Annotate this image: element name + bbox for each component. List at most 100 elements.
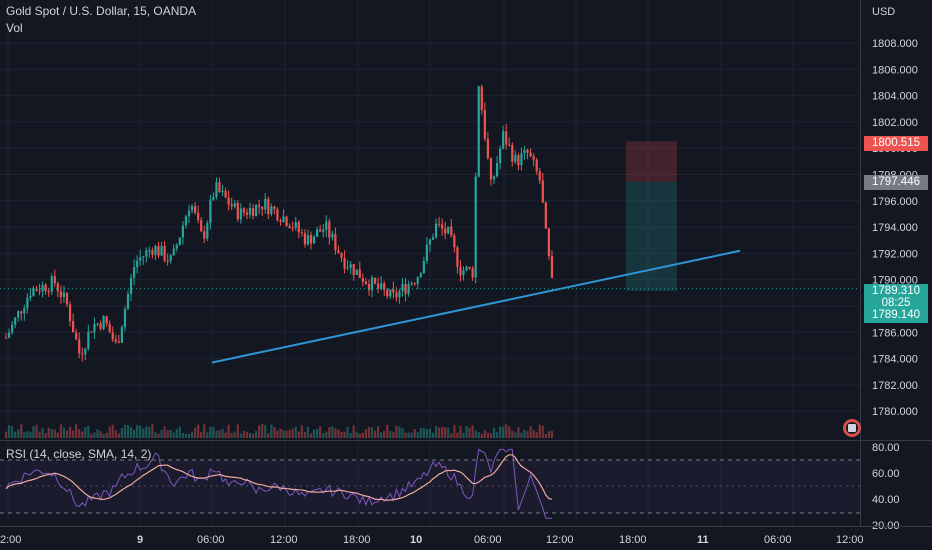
candle [239,208,242,220]
position-tool[interactable] [626,141,677,292]
rsi-label[interactable]: RSI (14, close, SMA, 14, 2) [6,447,152,461]
price-tick: 1786.000 [872,327,918,339]
candle [312,236,316,244]
volume-bar [550,430,554,438]
candle [151,250,154,255]
candle [392,289,395,293]
candle [221,190,224,192]
volume-bar [108,426,111,438]
candle [181,225,184,238]
volume-bar [273,426,276,438]
rsi-sma-line [5,454,553,501]
volume-bar [319,426,322,438]
volume-bar [438,427,441,438]
volume-bar [56,432,59,438]
volume-bar [526,431,529,438]
volume-bar [221,428,224,438]
candle [474,176,477,278]
volume-bar [50,429,53,438]
volume-bar [239,433,242,438]
candle [190,206,194,211]
candle [441,224,444,229]
currency-label: USD [872,6,895,18]
candle [325,221,328,230]
volume-bar [331,426,334,438]
candle [11,324,14,333]
time-tick: 10 [410,534,422,546]
price-tick: 1790.000 [872,275,918,287]
volume-bar [386,424,389,438]
candle [172,248,175,256]
candle [72,320,75,333]
candle [248,208,252,215]
candle [264,198,267,210]
candle [303,233,306,245]
volume-bar [47,427,50,438]
candle [276,209,279,221]
take-profit-zone[interactable] [626,181,677,292]
time-tick: 9 [137,534,143,546]
entry-price-badge: 1797.446 [864,175,928,190]
volume-bar [529,426,532,438]
candle [230,204,233,207]
candle [444,228,447,234]
candle [62,292,66,298]
volume-bar [26,431,29,438]
candle [23,308,26,314]
volume-bar [203,424,206,438]
trendline[interactable] [211,249,741,364]
time-axis[interactable]: 2:00 9 06:00 12:00 18:00 10 06:00 12:00 18:00 11 0… [0,534,864,546]
volume-bar [404,432,407,438]
volume-bar [364,429,367,438]
candle [377,283,380,289]
gear-icon[interactable] [843,419,861,437]
stop-loss-zone[interactable] [626,141,677,182]
volume-bar [172,432,175,438]
rsi-tick: 60.00 [872,468,900,480]
volume-bar [133,429,136,438]
volume-bar [7,425,11,438]
candle [14,317,17,325]
volume-bar [87,425,90,438]
candle [142,256,145,258]
volume-bar [456,432,459,438]
volume-bar [126,425,130,438]
price-axis[interactable]: 1808.0001806.0001804.0001802.0001800.000… [872,38,918,418]
candle [434,223,438,238]
volume-bar [184,433,188,438]
volume-bar [44,433,47,438]
time-tick: 12:00 [270,534,298,546]
candle [343,257,346,269]
candle [212,197,215,200]
rsi-tick: 40.00 [872,494,900,506]
volume-label[interactable]: Vol [6,21,23,35]
symbol-title[interactable]: Gold Spot / U.S. Dollar, 15, OANDA [6,4,197,18]
volume-bar [224,432,227,438]
candle [102,316,105,329]
volume-bar [367,427,371,438]
candle [383,283,386,290]
volume-bar [541,425,544,438]
time-tick: 12:00 [836,534,864,546]
candle [4,337,8,339]
volume-bar [276,430,279,438]
candle [419,273,422,278]
volume-bar [453,424,456,438]
volume-bar [270,424,273,438]
volume-bar [166,430,169,438]
volume-bar [163,426,166,438]
volume-bar [218,430,221,438]
volume-bar [492,427,496,438]
volume-bar [17,429,20,438]
volume-bar [434,426,438,438]
time-tick: 06:00 [474,534,502,546]
grid [0,0,860,526]
candle [194,206,197,213]
volume-bar [419,428,422,438]
volume-bar [236,424,239,438]
candle [352,264,355,275]
candle [68,304,72,321]
volume-bar [151,424,154,438]
volume-bar [227,424,230,438]
